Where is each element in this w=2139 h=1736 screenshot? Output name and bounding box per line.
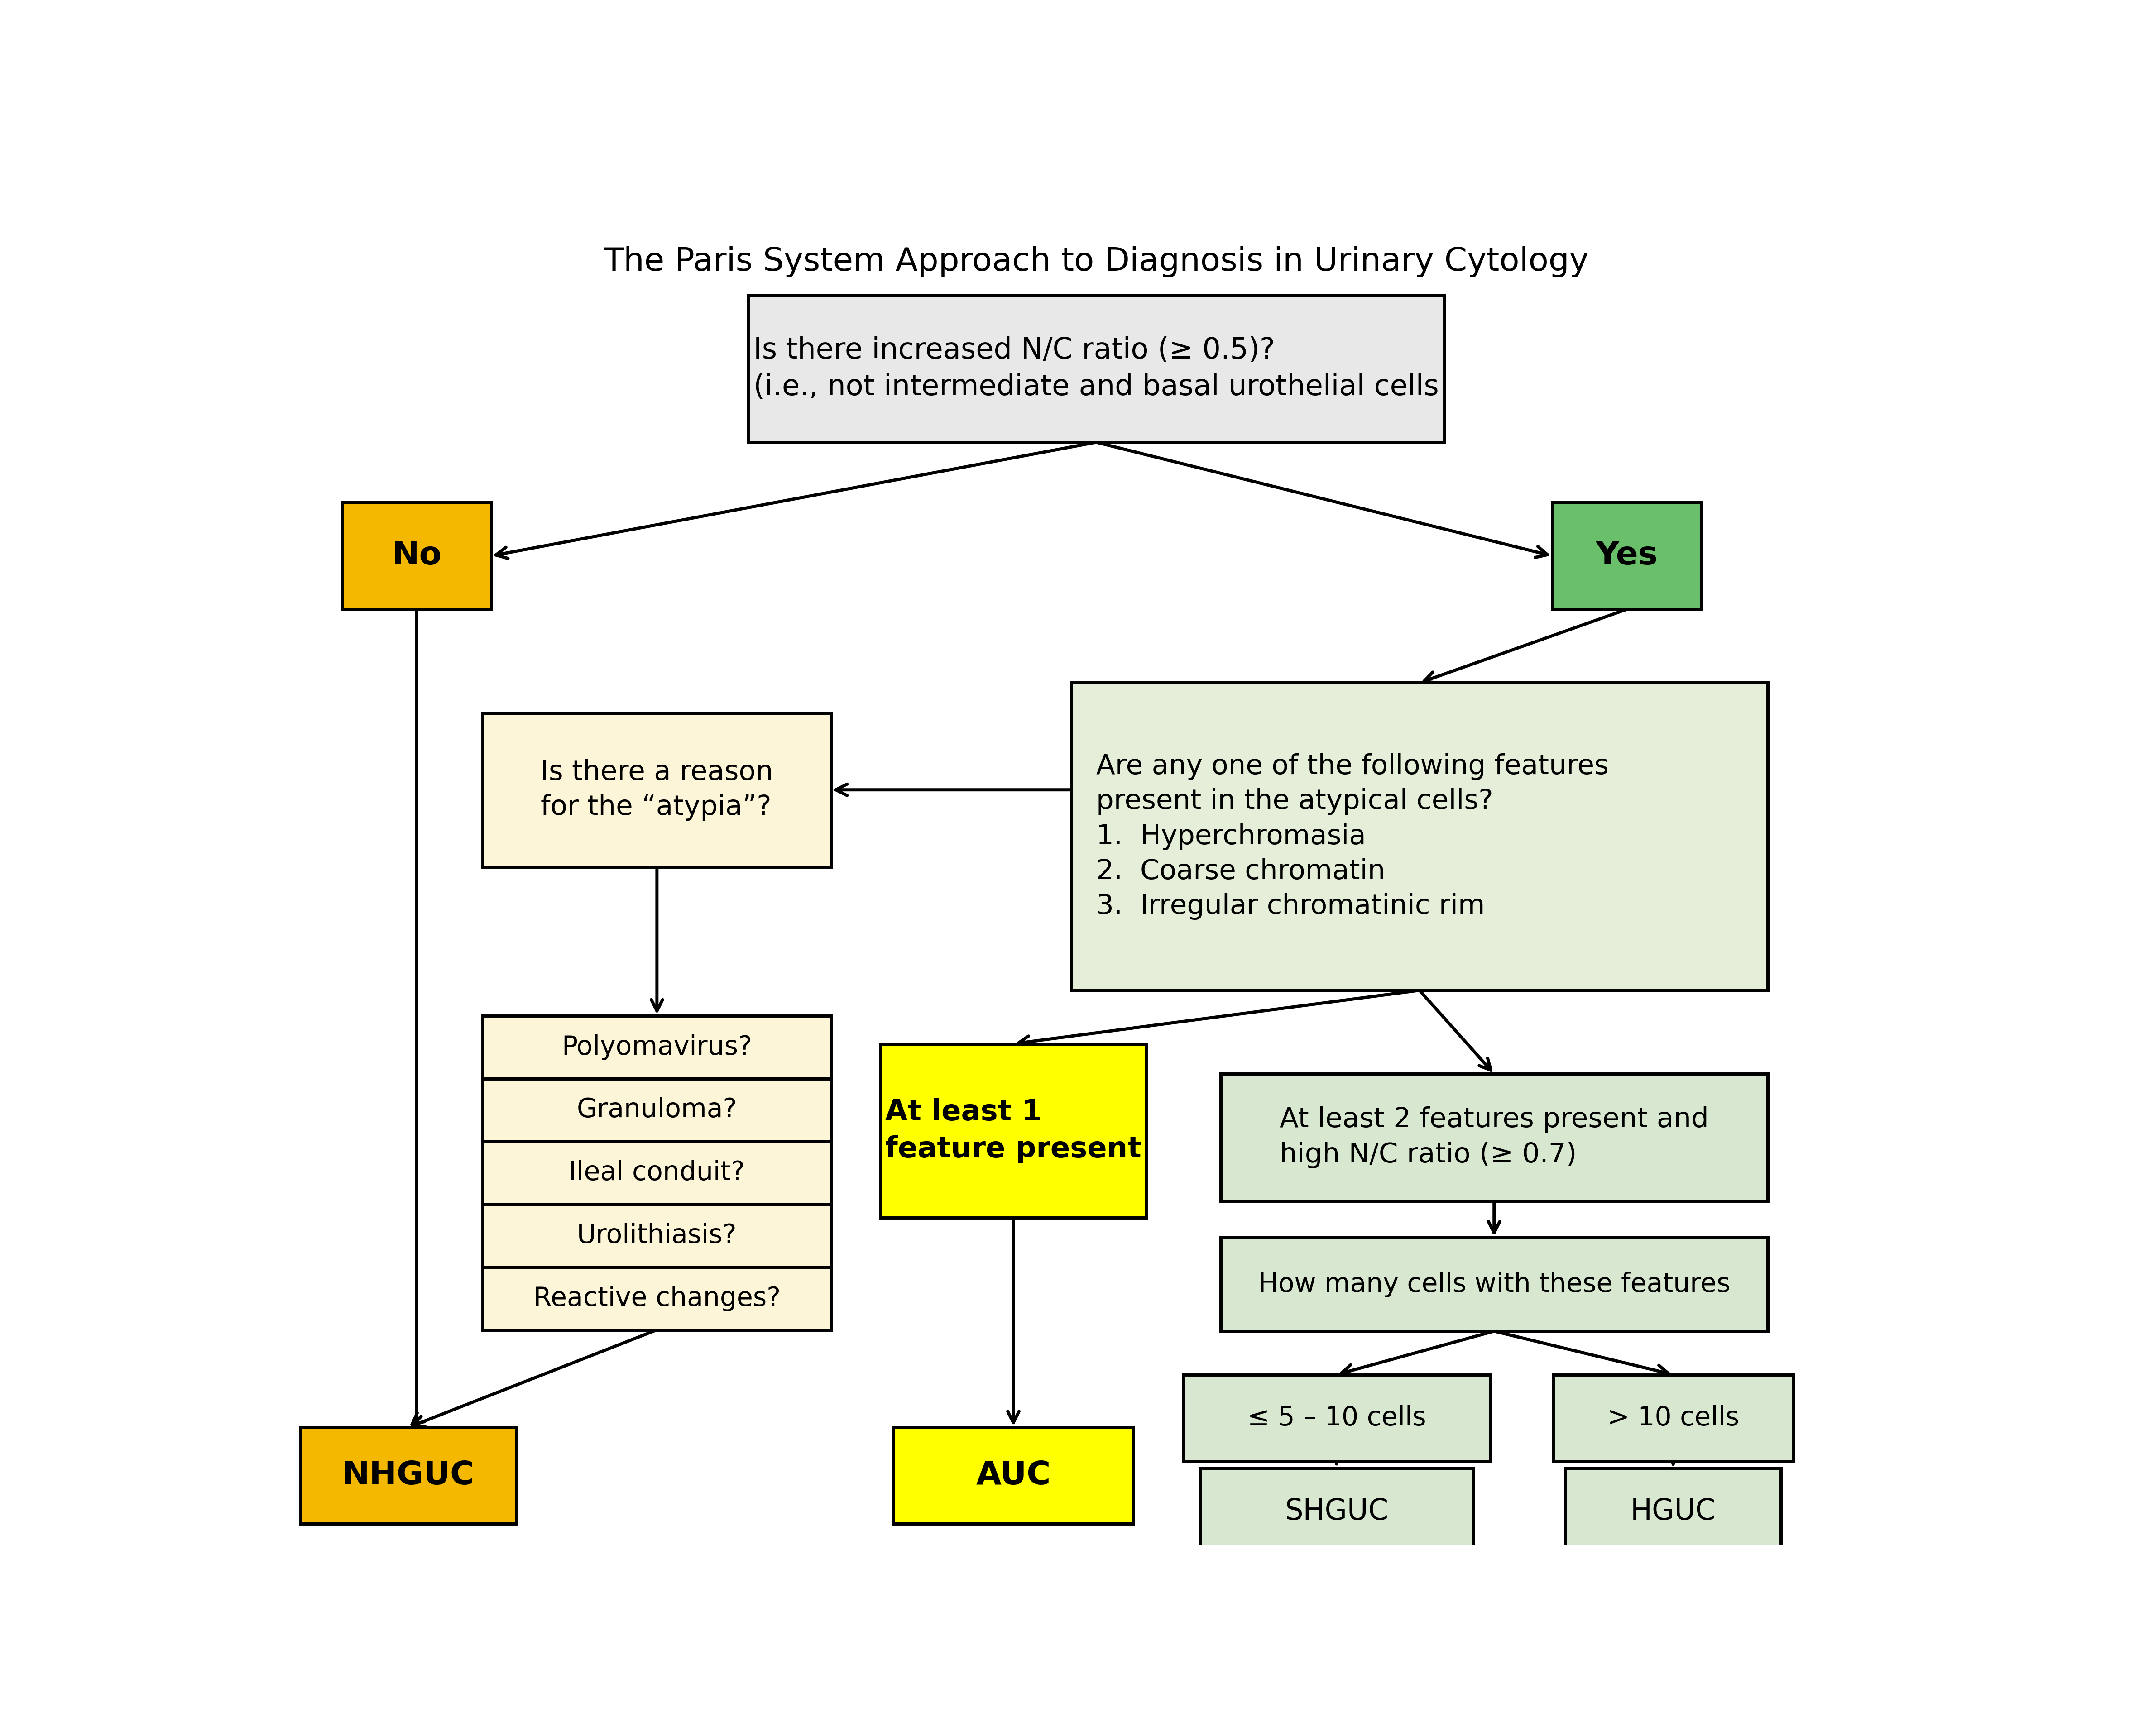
Text: Is there increased N/C ratio (≥ 0.5)?
(i.e., not intermediate and basal urotheli: Is there increased N/C ratio (≥ 0.5)? (i… <box>753 337 1440 401</box>
Text: How many cells with these features: How many cells with these features <box>1258 1271 1730 1297</box>
Text: Urolithiasis?: Urolithiasis? <box>578 1222 738 1248</box>
Text: Granuloma?: Granuloma? <box>578 1097 738 1123</box>
FancyBboxPatch shape <box>342 502 492 609</box>
FancyBboxPatch shape <box>1553 502 1701 609</box>
Text: ≤ 5 – 10 cells: ≤ 5 – 10 cells <box>1247 1404 1427 1430</box>
Text: At least 1
feature present: At least 1 feature present <box>886 1099 1142 1163</box>
FancyBboxPatch shape <box>299 1427 515 1524</box>
Text: HGUC: HGUC <box>1630 1498 1715 1526</box>
FancyBboxPatch shape <box>483 1078 830 1141</box>
Text: Polyomavirus?: Polyomavirus? <box>563 1035 753 1061</box>
Text: Are any one of the following features
present in the atypical cells?
1.  Hyperch: Are any one of the following features pr… <box>1097 753 1609 920</box>
Text: Is there a reason
for the “atypia”?: Is there a reason for the “atypia”? <box>541 759 772 821</box>
FancyBboxPatch shape <box>1221 1075 1767 1201</box>
Text: Reactive changes?: Reactive changes? <box>533 1286 781 1311</box>
FancyBboxPatch shape <box>881 1043 1147 1217</box>
FancyBboxPatch shape <box>1183 1375 1491 1462</box>
Text: Yes: Yes <box>1596 540 1658 571</box>
FancyBboxPatch shape <box>483 1267 830 1330</box>
Text: No: No <box>391 540 441 571</box>
FancyBboxPatch shape <box>749 295 1444 443</box>
FancyBboxPatch shape <box>1553 1375 1792 1462</box>
FancyBboxPatch shape <box>483 1205 830 1267</box>
FancyBboxPatch shape <box>1566 1469 1782 1555</box>
FancyBboxPatch shape <box>1072 682 1767 990</box>
Text: > 10 cells: > 10 cells <box>1606 1404 1739 1430</box>
Text: AUC: AUC <box>975 1460 1050 1491</box>
Text: NHGUC: NHGUC <box>342 1460 475 1491</box>
Text: Ileal conduit?: Ileal conduit? <box>569 1160 744 1186</box>
Text: At least 2 features present and
high N/C ratio (≥ 0.7): At least 2 features present and high N/C… <box>1279 1106 1709 1168</box>
FancyBboxPatch shape <box>483 1141 830 1205</box>
FancyBboxPatch shape <box>1221 1238 1767 1332</box>
FancyBboxPatch shape <box>483 1016 830 1078</box>
Text: SHGUC: SHGUC <box>1286 1498 1388 1526</box>
FancyBboxPatch shape <box>483 713 830 866</box>
FancyBboxPatch shape <box>894 1427 1134 1524</box>
FancyBboxPatch shape <box>1200 1469 1474 1555</box>
Text: The Paris System Approach to Diagnosis in Urinary Cytology: The Paris System Approach to Diagnosis i… <box>603 247 1589 278</box>
